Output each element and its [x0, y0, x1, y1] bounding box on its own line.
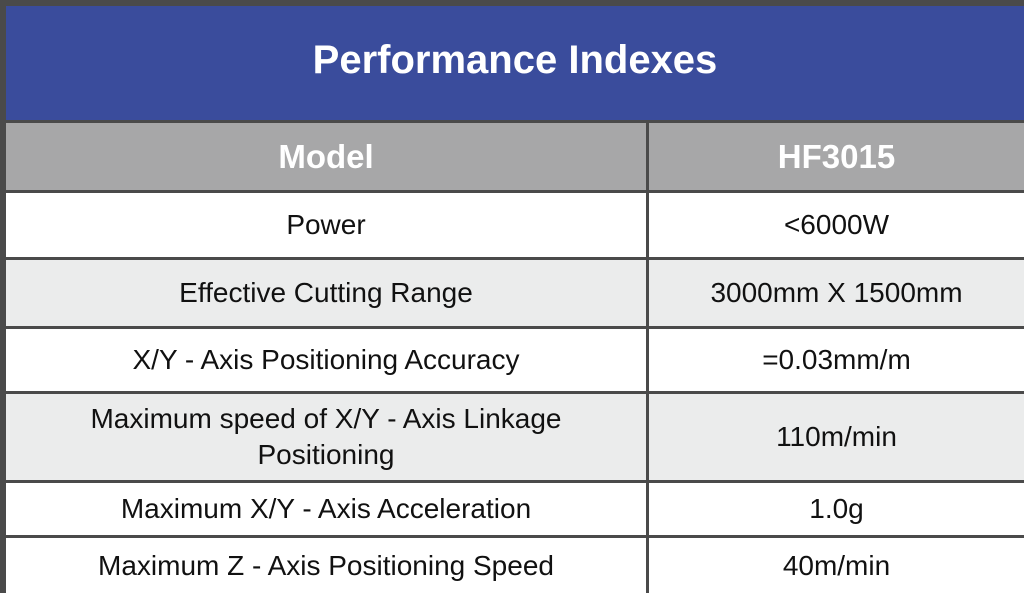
- table-row: Effective Cutting Range 3000mm X 1500mm: [6, 260, 1024, 326]
- row-divider: [6, 535, 1024, 538]
- table-row: Maximum Z - Axis Positioning Speed 40m/m…: [6, 538, 1024, 593]
- row-divider: [6, 391, 1024, 394]
- row-label: Maximum speed of X/Y - Axis Linkage Posi…: [6, 394, 646, 480]
- row-value: <6000W: [646, 193, 1024, 257]
- row-value: 40m/min: [646, 538, 1024, 593]
- row-label: Effective Cutting Range: [6, 260, 646, 326]
- row-label: X/Y - Axis Positioning Accuracy: [6, 329, 646, 391]
- row-label: Power: [6, 193, 646, 257]
- row-label: Maximum X/Y - Axis Acceleration: [6, 483, 646, 535]
- table-row: X/Y - Axis Positioning Accuracy =0.03mm/…: [6, 329, 1024, 391]
- row-divider: [6, 190, 1024, 193]
- header-model: Model: [6, 123, 646, 190]
- header-model-value: HF3015: [646, 123, 1024, 190]
- table-row: Maximum X/Y - Axis Acceleration 1.0g: [6, 483, 1024, 535]
- row-divider: [6, 257, 1024, 260]
- table-row: Maximum speed of X/Y - Axis Linkage Posi…: [6, 394, 1024, 480]
- row-divider: [6, 326, 1024, 329]
- table-title: Performance Indexes: [6, 6, 1024, 120]
- row-value: 3000mm X 1500mm: [646, 260, 1024, 326]
- table-row: Power <6000W: [6, 193, 1024, 257]
- row-divider: [6, 480, 1024, 483]
- row-label: Maximum Z - Axis Positioning Speed: [6, 538, 646, 593]
- row-value: =0.03mm/m: [646, 329, 1024, 391]
- table-header-row: Model HF3015: [6, 123, 1024, 190]
- row-value: 1.0g: [646, 483, 1024, 535]
- row-value: 110m/min: [646, 394, 1024, 480]
